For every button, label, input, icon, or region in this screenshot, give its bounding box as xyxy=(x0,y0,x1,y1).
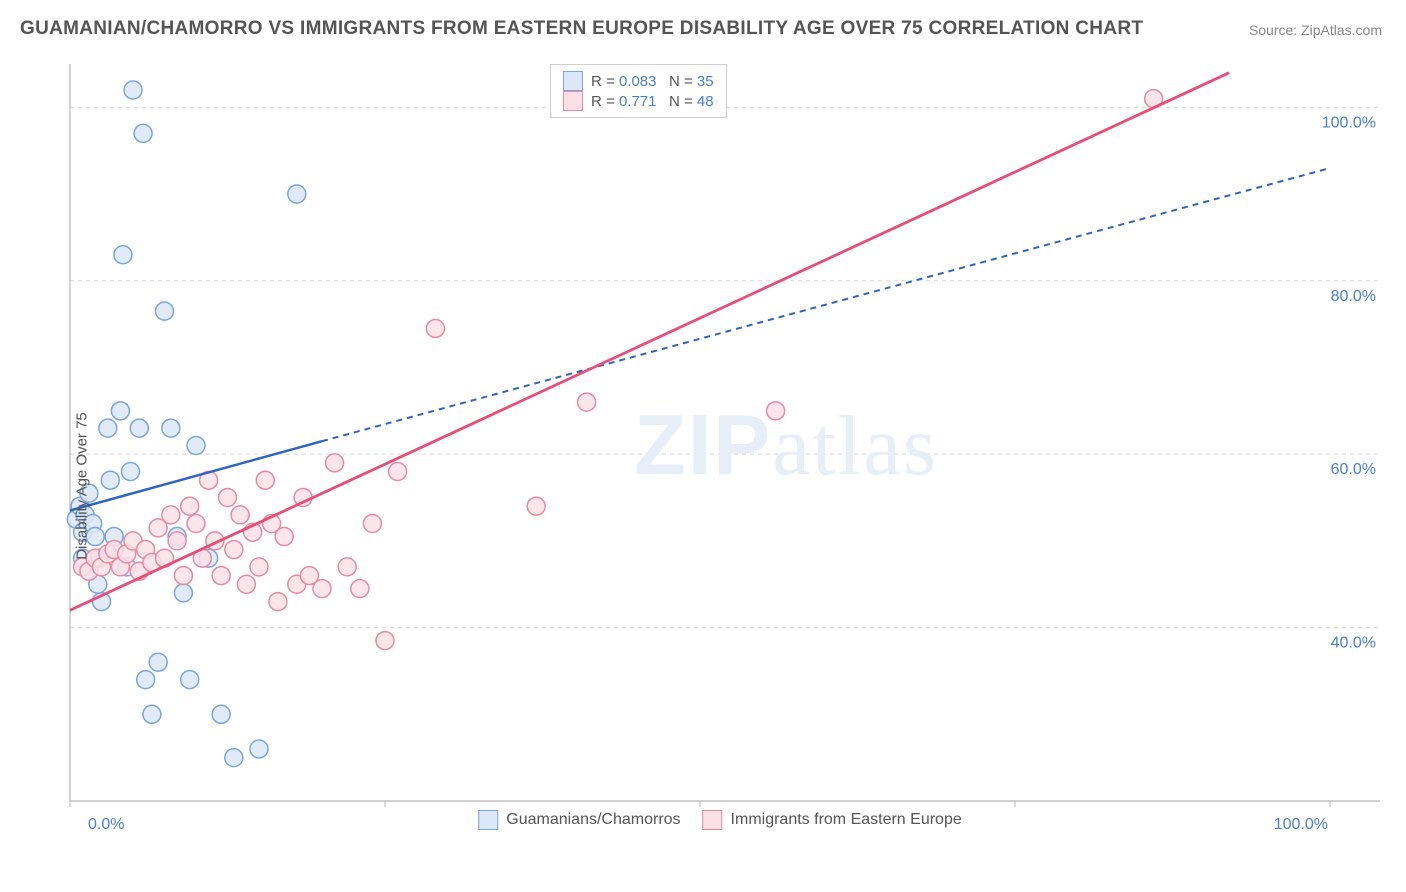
legend-label: Immigrants from Eastern Europe xyxy=(731,811,962,829)
legend-swatch xyxy=(478,810,498,830)
svg-text:60.0%: 60.0% xyxy=(1331,461,1376,478)
svg-text:80.0%: 80.0% xyxy=(1331,288,1376,305)
legend-swatch xyxy=(563,91,583,111)
legend-text: R = 0.771 N = 48 xyxy=(591,93,714,110)
legend-row: R = 0.083 N = 35 xyxy=(563,71,714,91)
scatter-chart: Disability Age Over 75 40.0% 60.0% 80.0% 10… xyxy=(60,56,1380,836)
bottom-legend-item: Guamanians/Chamorros xyxy=(478,810,680,830)
svg-text:100.0%: 100.0% xyxy=(1274,816,1328,833)
y-axis-label: Disability Age Over 75 xyxy=(74,412,91,560)
bottom-legend: Guamanians/Chamorros Immigrants from East… xyxy=(478,810,962,830)
bottom-legend-item: Immigrants from Eastern Europe xyxy=(703,810,962,830)
legend-swatch xyxy=(563,71,583,91)
chart-title: GUAMANIAN/CHAMORRO VS IMMIGRANTS FROM EA… xyxy=(20,18,1143,40)
svg-text:100.0%: 100.0% xyxy=(1322,114,1376,131)
source-label: Source: ZipAtlas.com xyxy=(1249,22,1382,38)
legend-text: R = 0.083 N = 35 xyxy=(591,73,714,90)
legend-box: R = 0.083 N = 35 R = 0.771 N = 48 xyxy=(550,64,727,118)
legend-label: Guamanians/Chamorros xyxy=(506,811,680,829)
svg-text:0.0%: 0.0% xyxy=(88,816,124,833)
svg-text:40.0%: 40.0% xyxy=(1331,635,1376,652)
chart-svg: 40.0% 60.0% 80.0% 100.0% 0.0% 100.0% xyxy=(60,56,1380,836)
legend-row: R = 0.771 N = 48 xyxy=(563,91,714,111)
legend-swatch xyxy=(703,810,723,830)
